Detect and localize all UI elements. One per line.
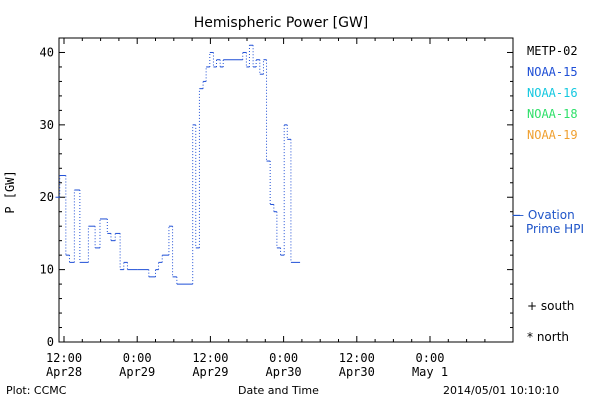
y-tick-label: 30 (40, 118, 54, 132)
x-tick-date: Apr28 (46, 365, 82, 379)
south-marker-label: + south (527, 299, 575, 313)
x-tick-date: May 1 (412, 365, 448, 379)
ovation-label-line2: Prime HPI (526, 222, 584, 236)
timestamp: 2014/05/01 10:10:10 (443, 384, 560, 397)
x-axis-label: Date and Time (238, 384, 319, 397)
legend-entry: NOAA-18 (527, 107, 578, 121)
x-tick-time: 12:00 (339, 351, 375, 365)
plot-credit: Plot: CCMC (6, 384, 67, 397)
x-tick-date: Apr29 (119, 365, 155, 379)
y-tick-label: 10 (40, 263, 54, 277)
legend-entry: NOAA-15 (527, 65, 578, 79)
x-tick-time: 0:00 (416, 351, 445, 365)
x-tick-time: 0:00 (123, 351, 152, 365)
ovation-label-line1: — Ovation (512, 208, 575, 222)
series-layer (55, 44, 301, 285)
x-tick-date: Apr30 (339, 365, 375, 379)
x-tick-time: 0:00 (269, 351, 298, 365)
legend-entry: NOAA-16 (527, 86, 578, 100)
x-tick-date: Apr30 (266, 365, 302, 379)
y-axis-label: P [GW] (3, 170, 17, 213)
y-tick-label: 0 (47, 335, 54, 349)
axis-ticks: 01020304012:00Apr280:00Apr2912:00Apr290:… (40, 38, 513, 379)
x-tick-time: 12:00 (46, 351, 82, 365)
chart-title: Hemispheric Power [GW] (194, 15, 369, 31)
y-tick-label: 20 (40, 190, 54, 204)
north-marker-label: * north (527, 330, 570, 344)
x-tick-time: 12:00 (192, 351, 228, 365)
legend-entry: METP-02 (527, 44, 578, 58)
y-tick-label: 40 (40, 45, 54, 59)
legend-entry: NOAA-19 (527, 128, 578, 142)
plot-frame (58, 37, 514, 343)
x-tick-date: Apr29 (192, 365, 228, 379)
